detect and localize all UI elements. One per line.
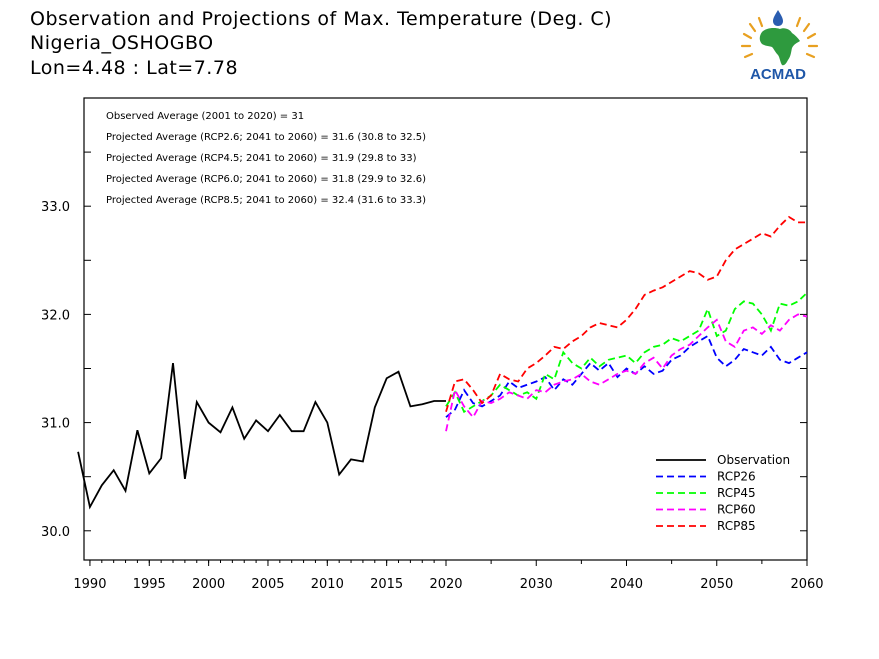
series-line-rcp85 bbox=[445, 215, 807, 413]
x-tick-label: 2005 bbox=[251, 577, 284, 592]
x-tick-label: 2010 bbox=[311, 577, 344, 592]
chart-title: Observation and Projections of Max. Temp… bbox=[30, 8, 613, 30]
x-tick-label: 1990 bbox=[73, 577, 106, 592]
y-tick-label: 33.0 bbox=[41, 200, 70, 215]
annotation-text: Observed Average (2001 to 2020) = 31 bbox=[106, 111, 304, 122]
legend-label: RCP26 bbox=[717, 470, 756, 484]
series-line-rcp26 bbox=[445, 334, 808, 418]
acmad-logo-text: ACMAD bbox=[750, 66, 806, 83]
annotation-text: Projected Average (RCP2.6; 2041 to 2060)… bbox=[106, 132, 426, 143]
legend-label: RCP85 bbox=[717, 519, 756, 533]
y-tick-label: 30.0 bbox=[41, 525, 70, 540]
y-tick-label: 31.0 bbox=[41, 417, 70, 432]
x-tick-label: 2015 bbox=[370, 577, 403, 592]
x-tick-label: 2000 bbox=[192, 577, 225, 592]
location-name: Nigeria_OSHOGBO bbox=[30, 32, 214, 54]
africa-map-icon bbox=[759, 28, 800, 66]
acmad-logo: ACMAD bbox=[740, 10, 819, 83]
series-line-rcp45 bbox=[445, 292, 808, 414]
legend-label: Observation bbox=[717, 453, 790, 467]
x-tick-label: 1995 bbox=[133, 577, 166, 592]
x-tick-label: 2030 bbox=[520, 577, 553, 592]
series-line-rcp60 bbox=[445, 313, 808, 432]
sun-rays-icon bbox=[740, 16, 819, 59]
series-line-observation bbox=[77, 362, 446, 510]
y-tick-label: 32.0 bbox=[41, 308, 70, 323]
plot-frame bbox=[83, 97, 808, 561]
x-tick-label: 2060 bbox=[790, 577, 823, 592]
x-tick-label: 2020 bbox=[429, 577, 462, 592]
legend-label: RCP45 bbox=[717, 486, 756, 500]
annotation-text: Projected Average (RCP4.5; 2041 to 2060)… bbox=[106, 153, 417, 164]
annotation-text: Projected Average (RCP8.5; 2041 to 2060)… bbox=[106, 195, 426, 206]
annotation-text: Projected Average (RCP6.0; 2041 to 2060)… bbox=[106, 174, 426, 185]
water-drop-icon bbox=[773, 10, 783, 26]
legend-label: RCP60 bbox=[717, 503, 756, 517]
coordinates-label: Lon=4.48 : Lat=7.78 bbox=[30, 57, 239, 79]
x-tick-label: 2040 bbox=[610, 577, 643, 592]
x-tick-label: 2050 bbox=[700, 577, 733, 592]
